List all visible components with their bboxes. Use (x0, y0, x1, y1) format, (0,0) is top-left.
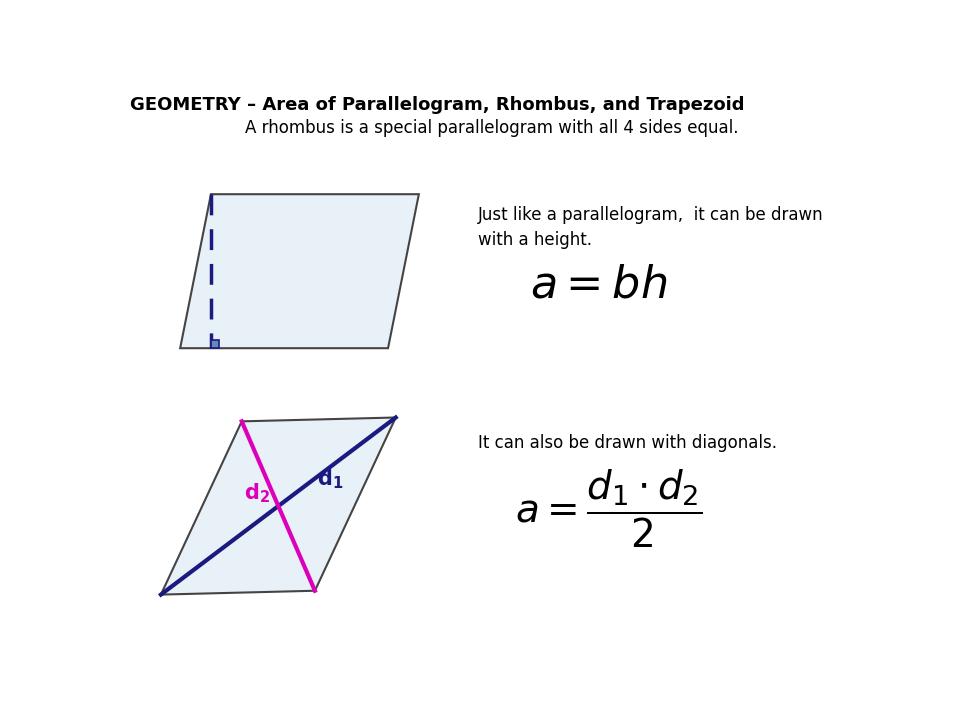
Text: $\mathbf{d_2}$: $\mathbf{d_2}$ (244, 481, 270, 505)
Text: $a = \dfrac{d_1 \cdot d_2}{2}$: $a = \dfrac{d_1 \cdot d_2}{2}$ (516, 467, 702, 550)
Text: A rhombus is a special parallelogram with all 4 sides equal.: A rhombus is a special parallelogram wit… (245, 119, 739, 137)
Text: $a = bh$: $a = bh$ (531, 264, 668, 307)
Polygon shape (211, 340, 220, 348)
Polygon shape (180, 194, 419, 348)
Text: $\mathbf{d_1}$: $\mathbf{d_1}$ (318, 468, 344, 491)
Text: It can also be drawn with diagonals.: It can also be drawn with diagonals. (478, 434, 778, 452)
Text: GEOMETRY – Area of Parallelogram, Rhombus, and Trapezoid: GEOMETRY – Area of Parallelogram, Rhombu… (131, 96, 745, 114)
Polygon shape (161, 418, 396, 595)
Text: Just like a parallelogram,  it can be drawn
with a height.: Just like a parallelogram, it can be dra… (478, 206, 824, 248)
